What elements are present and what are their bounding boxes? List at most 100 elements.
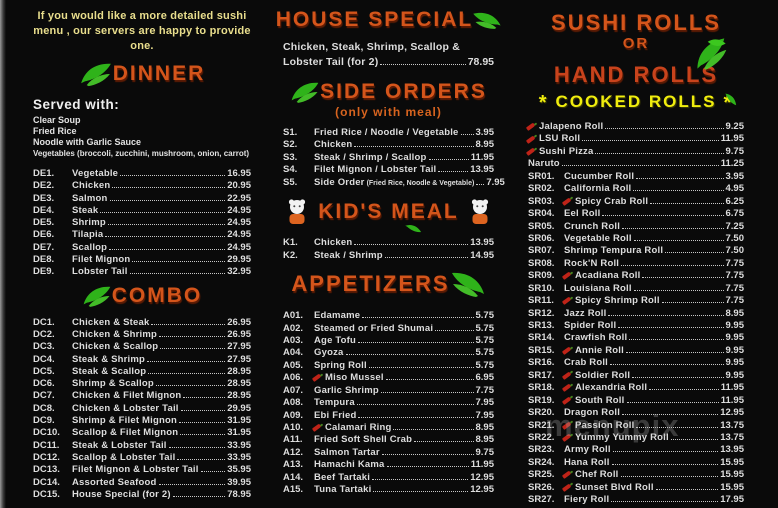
dot-leader <box>386 466 469 468</box>
item-price: 7.95 <box>475 397 495 409</box>
served-with-title: Served with: <box>33 97 120 112</box>
menu-item-row: SR02. California Roll 4.95 <box>528 183 744 195</box>
spicy-pepper-icon <box>564 483 573 492</box>
item-name: Filet Mignon & Lobster Tail <box>72 464 199 476</box>
item-name: Crawfish Roll <box>564 332 628 344</box>
served-with-list: Clear Soup Fried Rice Noodle with Garlic… <box>33 115 251 159</box>
item-price: 31.95 <box>227 415 251 427</box>
item-name: Chicken & Filet Mignon <box>72 390 182 402</box>
menu-item-row: LSU Roll 11.95 <box>528 133 744 145</box>
item-name: Shrimp Tempura Roll <box>564 245 664 257</box>
item-name: Alexandria Roll <box>575 382 648 394</box>
leaf-icon <box>405 225 422 233</box>
item-price: 5.75 <box>475 359 495 371</box>
item-price: 20.95 <box>227 180 251 192</box>
dot-leader <box>621 264 724 266</box>
item-code: DE1. <box>33 168 55 179</box>
item-code: SR24. <box>528 456 555 468</box>
menu-item-row: DC3. Chicken & Scallop 27.95 <box>33 341 251 353</box>
menu-item-row: A13. Hamachi Kama 11.95 <box>283 459 494 471</box>
item-price: 9.75 <box>475 446 495 458</box>
dot-leader <box>636 177 724 179</box>
item-name: Crunch Roll <box>564 220 621 232</box>
dot-leader <box>132 261 226 263</box>
dot-leader <box>354 146 474 148</box>
menu-item-row: S2. Chicken 8.95 <box>283 139 494 151</box>
dot-leader <box>608 314 724 316</box>
item-name: Lobster Tail <box>72 266 128 278</box>
item-code: A03. <box>283 334 304 346</box>
dot-leader <box>368 366 474 368</box>
menu-item-row: A03. Age Tofu 5.75 <box>283 335 494 347</box>
item-code: DC14. <box>33 476 60 488</box>
item-code: SR27. <box>528 494 555 506</box>
item-name: Steak <box>72 204 99 216</box>
house-special-title: HOUSE SPECIAL <box>275 8 474 31</box>
item-price: 26.95 <box>227 316 251 328</box>
item-price: 4.95 <box>725 183 745 195</box>
item-code: SR17. <box>528 369 555 381</box>
dot-leader <box>435 329 474 331</box>
menu-item-row: Jalapeno Roll 9.25 <box>528 121 744 133</box>
item-price: 8.95 <box>475 434 495 446</box>
menu-item-row: A15. Tuna Tartaki 12.95 <box>283 484 494 496</box>
item-price: 8.95 <box>475 422 495 433</box>
dot-leader <box>200 471 226 473</box>
bear-icon <box>289 199 306 225</box>
item-price: 32.95 <box>227 266 251 278</box>
menu-item-row: A09. Ebi Fried 7.95 <box>283 410 494 422</box>
menu-item-row: SR23. Army Roll 13.95 <box>528 444 744 456</box>
served-item: Vegetables (broccoli, zucchini, mushroom… <box>33 149 250 158</box>
menu-item-row: A08. Tempura 7.95 <box>283 397 494 409</box>
item-code: DC2. <box>33 328 55 340</box>
spicy-pepper-icon <box>314 424 323 433</box>
item-code: A10. <box>283 422 304 433</box>
menu-item-row: SR13. Spider Roll 9.95 <box>528 320 744 332</box>
dot-leader <box>611 463 719 465</box>
menu-item-row: DC15. House Special (for 2) 78.95 <box>33 489 251 501</box>
item-price: 16.95 <box>227 168 251 179</box>
dot-leader <box>180 409 226 411</box>
spicy-pepper-icon <box>314 374 323 383</box>
dot-leader <box>670 438 719 440</box>
dot-leader <box>633 190 724 192</box>
item-code: A04. <box>283 347 304 359</box>
dot-leader <box>612 451 719 453</box>
item-price: 7.95 <box>475 409 495 421</box>
item-price: 78.95 <box>467 56 494 68</box>
item-name: House Special (for 2) <box>72 488 171 500</box>
menu-item-row: DE1. Vegetable 16.95 <box>33 168 251 180</box>
item-name: Scallop <box>72 241 108 253</box>
cooked-rolls-title: COOKED ROLLS <box>555 91 717 111</box>
served-item: Clear Soup <box>33 115 81 125</box>
item-price: 15.95 <box>720 456 744 468</box>
menu-item-row: DC14. Assorted Seafood 39.95 <box>33 477 251 489</box>
item-name: Side Order <box>314 176 365 188</box>
item-name: Beef Tartaki <box>314 471 371 483</box>
item-code: SR03. <box>528 195 555 207</box>
sushi-rolls-title-line3: HAND ROLLS <box>553 62 719 87</box>
item-price: 29.95 <box>227 254 251 266</box>
leaf-icon <box>83 286 111 307</box>
menu-item-row: A11. Fried Soft Shell Crab 8.95 <box>283 434 494 446</box>
item-price: 5.75 <box>475 347 495 359</box>
menu-item-row: DE5. Shrimp 24.95 <box>33 217 251 229</box>
dot-leader <box>177 458 226 460</box>
item-price: 24.95 <box>227 204 251 216</box>
bear-icon <box>471 199 488 225</box>
menu-item-row: SR18. Alexandria Roll 11.95 <box>528 382 744 394</box>
menu-item-row: SR06. Vegetable Roll 7.50 <box>528 233 744 245</box>
item-code: SR06. <box>528 232 555 244</box>
menu-item-row: DC2. Chicken & Shrimp 26.95 <box>33 329 251 341</box>
menu-item-row: A12. Salmon Tartar 9.75 <box>283 447 494 459</box>
item-name: Annie Roll <box>575 344 624 356</box>
menu-item-row: SR01. Cucumber Roll 3.95 <box>528 171 744 183</box>
item-code: DE8. <box>33 254 55 266</box>
item-name: Chicken & Lobster Tail <box>72 402 179 414</box>
menu-item-row: DC8. Chicken & Lobster Tail 29.95 <box>33 403 251 415</box>
item-price: 13.75 <box>720 419 744 431</box>
item-price: 5.75 <box>475 334 495 346</box>
menu-item-row: A01. Edamame 5.75 <box>283 310 494 322</box>
item-code: DC7. <box>33 390 55 402</box>
dot-leader <box>381 453 474 455</box>
